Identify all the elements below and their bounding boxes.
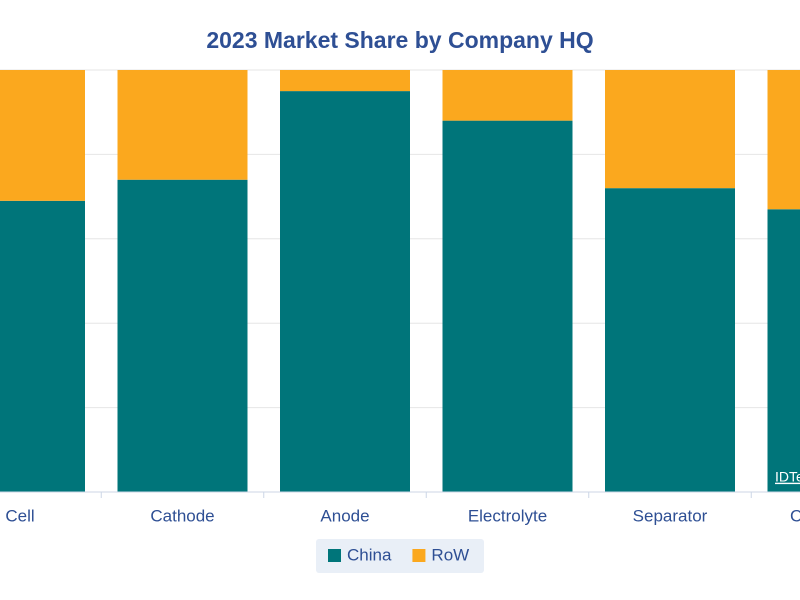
x-tick-label: Cathode — [150, 506, 214, 525]
chart-title: 2023 Market Share by Company HQ — [206, 27, 593, 53]
x-tick-label: Separator — [633, 506, 708, 525]
bar-segment — [117, 179, 248, 492]
x-tick-label: C — [790, 506, 800, 525]
legend — [316, 539, 484, 573]
x-tick-label: Cell — [5, 506, 34, 525]
x-tick-label: Anode — [320, 506, 369, 525]
bar-segment — [280, 91, 410, 492]
bar-segment — [442, 120, 573, 492]
bar-segment — [280, 70, 410, 92]
legend-label: China — [347, 545, 392, 564]
bar-segment — [767, 70, 800, 210]
watermark: IDTe — [775, 469, 800, 485]
bar-segment — [0, 70, 85, 201]
legend-swatch — [328, 549, 341, 562]
x-tick-label: Electrolyte — [468, 506, 547, 525]
bar-segment — [605, 70, 735, 189]
legend-label: RoW — [431, 545, 469, 564]
bar-segment — [605, 188, 735, 492]
bar-segment — [117, 70, 248, 180]
bar-segment — [0, 200, 85, 492]
bar-segment — [767, 209, 800, 492]
bar-segment — [442, 70, 573, 121]
legend-swatch — [412, 549, 426, 562]
